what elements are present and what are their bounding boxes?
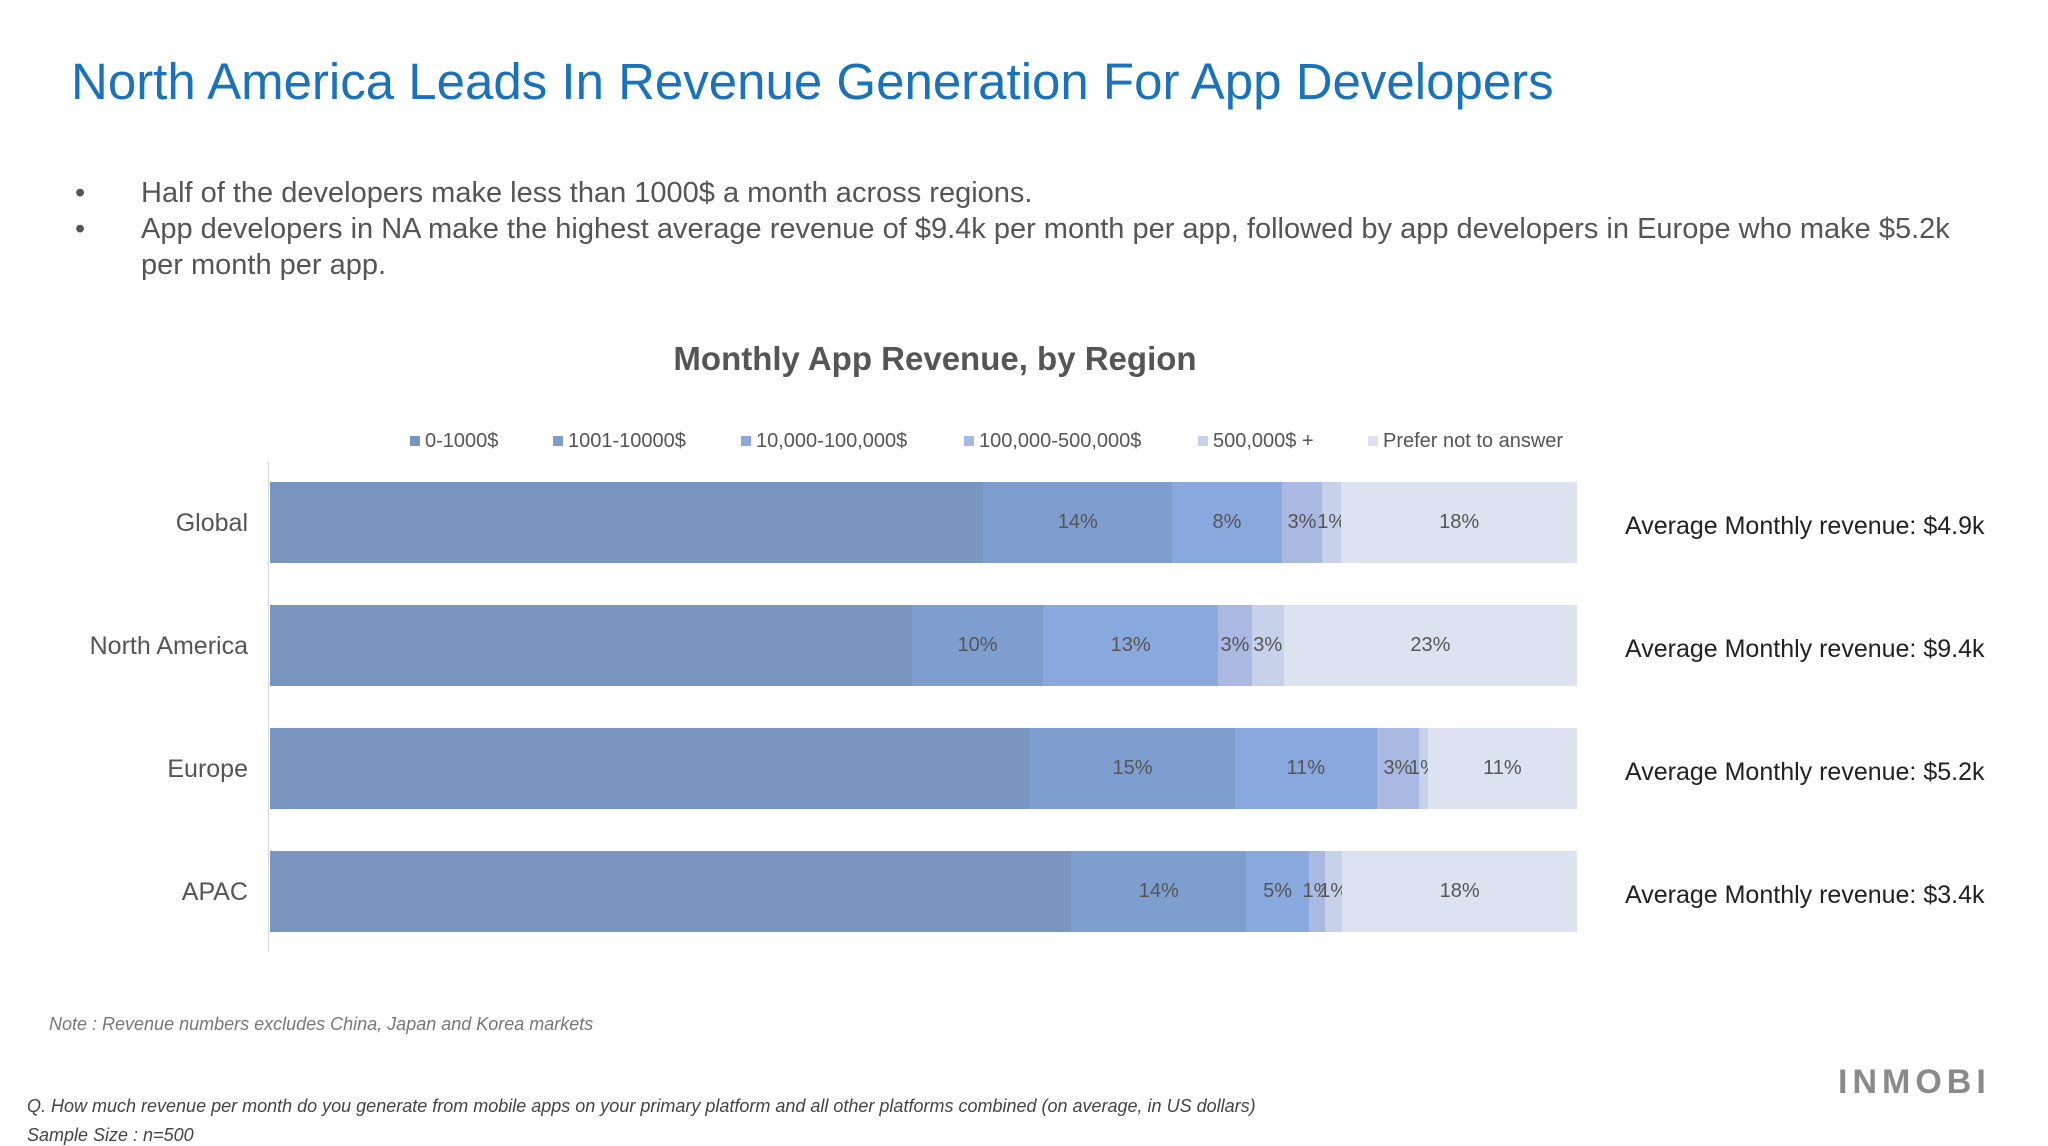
data-label: 15% — [1112, 757, 1153, 779]
legend-item: 500,000$ + — [1198, 429, 1314, 453]
legend-item: Prefer not to answer — [1368, 429, 1563, 453]
bar-row: 15% 11% 3% 1% 11% — [270, 728, 1577, 809]
data-label: 11% — [1286, 757, 1326, 779]
data-label: 3% — [1383, 757, 1413, 779]
bar-segment — [1419, 728, 1428, 809]
category-label: Europe — [167, 754, 248, 783]
bullet-text: Half of the developers make less than 10… — [141, 177, 1033, 209]
data-label: 14% — [1057, 511, 1098, 533]
data-label: 23% — [1410, 634, 1451, 656]
bar-segment — [1376, 728, 1420, 809]
legend-label: 100,000-500,000$ — [979, 430, 1142, 452]
legend-swatch — [1368, 436, 1378, 446]
bar-segment — [1341, 482, 1577, 563]
legend-item: 100,000-500,000$ — [964, 429, 1141, 453]
legend-label: 1001-10000$ — [568, 430, 686, 452]
data-label: 1% — [1409, 757, 1438, 779]
bar-segment — [1427, 728, 1577, 809]
data-label: 1% — [1317, 511, 1347, 533]
bar-segment — [1251, 605, 1284, 686]
average-revenue-annotation: Average Monthly revenue: $3.4k — [1625, 881, 1985, 909]
legend-item: 10,000-100,000$ — [741, 429, 907, 453]
bar-segment — [1071, 851, 1247, 932]
bullet-item: • Half of the developers make less than … — [71, 175, 1971, 211]
bar-segment — [270, 728, 1031, 809]
bar-segment — [1043, 605, 1219, 686]
category-label: Global — [175, 508, 248, 537]
bar-segment — [1342, 851, 1577, 932]
bullet-list: • Half of the developers make less than … — [71, 175, 1971, 283]
bar-segment — [1030, 728, 1235, 809]
legend-label: Prefer not to answer — [1383, 430, 1564, 452]
legend-label: 10,000-100,000$ — [756, 430, 908, 452]
bar-segment — [1308, 851, 1325, 932]
legend-item: 1001-10000$ — [553, 429, 686, 453]
bar-segment — [1246, 851, 1309, 932]
data-label: 3% — [1287, 511, 1317, 533]
bar-segment — [270, 605, 912, 686]
slide-title: North America Leads In Revenue Generatio… — [71, 53, 1554, 110]
category-label: North America — [89, 631, 248, 660]
legend-swatch — [741, 436, 751, 446]
bar-segment — [1218, 605, 1252, 686]
bar-segment — [911, 605, 1044, 686]
legend-item: 0-1000$ — [410, 429, 498, 453]
legend-swatch — [1198, 436, 1208, 446]
data-label: 18% — [1439, 511, 1480, 533]
data-label: 1% — [1302, 880, 1332, 902]
legend-label: 0-1000$ — [425, 430, 499, 452]
average-revenue-annotation: Average Monthly revenue: $4.9k — [1625, 512, 1985, 540]
bar-segment — [270, 851, 1072, 932]
bar-segment — [270, 482, 984, 563]
legend-label: 500,000$ + — [1213, 430, 1314, 452]
legend-swatch — [410, 436, 420, 446]
bullet-text: App developers in NA make the highest av… — [141, 213, 1950, 281]
data-label: 14% — [1138, 880, 1179, 902]
bar-segment — [1322, 482, 1342, 563]
bar-segment — [1324, 851, 1343, 932]
bar-segment — [1283, 605, 1577, 686]
bar-segment — [1234, 728, 1377, 809]
category-axis-line — [268, 462, 269, 952]
legend-swatch — [553, 436, 563, 446]
bar-segment — [1172, 482, 1282, 563]
bar-segment — [1281, 482, 1323, 563]
data-label: 18% — [1439, 880, 1480, 902]
average-revenue-annotation: Average Monthly revenue: $9.4k — [1625, 635, 1985, 663]
average-revenue-annotation: Average Monthly revenue: $5.2k — [1625, 758, 1985, 786]
data-label: 3% — [1220, 634, 1250, 656]
data-label: 1% — [1319, 880, 1349, 902]
survey-question: Q. How much revenue per month do you gen… — [27, 1096, 1256, 1116]
data-label: 10% — [957, 634, 998, 656]
legend-swatch — [964, 436, 974, 446]
bar-segment — [983, 482, 1173, 563]
data-label: 3% — [1253, 634, 1283, 656]
bar-row: 14% 5% 1% 1% 18% — [270, 851, 1577, 932]
bar-row: 14% 8% 3% 1% 18% — [270, 482, 1577, 563]
data-label: 8% — [1212, 511, 1242, 533]
sample-size: Sample Size : n=500 — [27, 1125, 194, 1145]
data-label: 11% — [1483, 757, 1522, 779]
footnote: Note : Revenue numbers excludes China, J… — [49, 1014, 594, 1034]
data-label: 13% — [1110, 634, 1151, 656]
data-label: 5% — [1263, 880, 1292, 902]
bar-row: 10% 13% 3% 3% 23% — [270, 605, 1577, 686]
category-label: APAC — [181, 877, 248, 906]
bullet-glyph: • — [75, 177, 86, 209]
bullet-item: • App developers in NA make the highest … — [71, 211, 1971, 283]
bullet-glyph: • — [75, 213, 86, 245]
inmobi-logo: INMOBI — [1838, 1063, 1991, 1101]
chart-title: Monthly App Revenue, by Region — [673, 340, 1197, 377]
